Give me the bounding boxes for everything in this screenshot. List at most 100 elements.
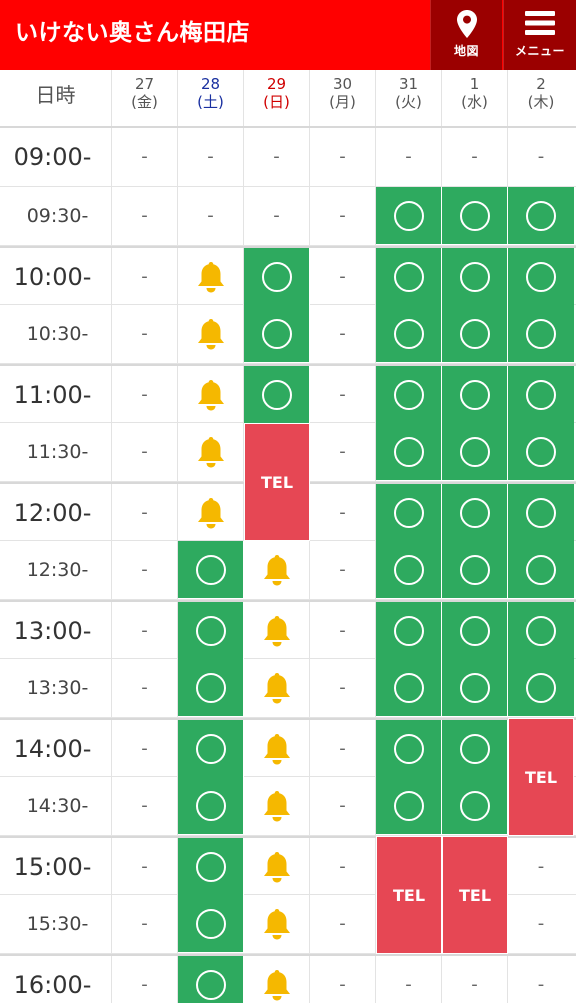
slot-available[interactable] bbox=[442, 659, 508, 717]
circle-icon bbox=[526, 497, 556, 528]
slot-available[interactable] bbox=[244, 248, 310, 306]
slot-waitlist[interactable] bbox=[244, 895, 310, 953]
circle-icon bbox=[459, 733, 490, 764]
slot-waitlist[interactable] bbox=[244, 720, 310, 778]
bell-icon bbox=[263, 673, 290, 704]
slot-available[interactable] bbox=[376, 305, 442, 363]
dash-text: - bbox=[537, 974, 545, 995]
slot-waitlist[interactable] bbox=[178, 248, 244, 306]
circle-icon bbox=[393, 497, 424, 528]
circle-icon bbox=[526, 672, 556, 703]
slot-waitlist[interactable] bbox=[244, 541, 310, 599]
slot-available[interactable] bbox=[508, 541, 574, 599]
slot-tel-booking[interactable]: TEL bbox=[244, 423, 310, 541]
circle-icon bbox=[459, 436, 490, 467]
datetime-corner-label: 日時 bbox=[0, 70, 112, 126]
slot-waitlist[interactable] bbox=[178, 423, 244, 481]
slot-available[interactable] bbox=[442, 366, 508, 424]
slot-available[interactable] bbox=[376, 541, 442, 599]
slot-unavailable: - bbox=[310, 305, 376, 363]
slot-waitlist[interactable] bbox=[244, 956, 310, 1003]
slot-available[interactable] bbox=[376, 602, 442, 660]
map-button[interactable]: 地図 bbox=[430, 0, 502, 70]
slot-waitlist[interactable] bbox=[178, 305, 244, 363]
slot-available[interactable] bbox=[376, 484, 442, 542]
slot-available[interactable] bbox=[508, 248, 574, 306]
bell-icon bbox=[263, 852, 290, 883]
slot-waitlist[interactable] bbox=[244, 659, 310, 717]
slot-available[interactable] bbox=[442, 423, 508, 481]
slot-tel-booking[interactable]: TEL bbox=[376, 836, 442, 954]
time-slot-row: 09:00- - - - - - - - bbox=[0, 128, 576, 187]
time-label: 10:00- bbox=[0, 248, 112, 306]
slot-available[interactable] bbox=[178, 956, 244, 1003]
slot-waitlist[interactable] bbox=[178, 366, 244, 424]
dash-text: - bbox=[207, 205, 214, 226]
tel-label: TEL bbox=[524, 767, 558, 787]
slot-available[interactable] bbox=[442, 484, 508, 542]
slot-available[interactable] bbox=[376, 659, 442, 717]
slot-available[interactable] bbox=[508, 366, 574, 424]
dash-text: - bbox=[339, 441, 346, 462]
dash-text: - bbox=[537, 146, 545, 167]
slot-available[interactable] bbox=[244, 305, 310, 363]
slot-available[interactable] bbox=[442, 541, 508, 599]
map-button-label: 地図 bbox=[453, 44, 479, 58]
menu-button[interactable]: メニュー bbox=[503, 0, 576, 70]
slot-available[interactable] bbox=[442, 248, 508, 306]
dash-text: - bbox=[207, 146, 214, 167]
slot-unavailable: - bbox=[310, 423, 376, 481]
slot-available[interactable] bbox=[508, 187, 574, 245]
slot-available[interactable] bbox=[442, 187, 508, 245]
slot-available[interactable] bbox=[376, 777, 442, 835]
slot-available[interactable] bbox=[508, 305, 574, 363]
slot-unavailable: - bbox=[112, 838, 178, 896]
tel-label: TEL bbox=[458, 885, 492, 905]
time-label: 14:00- bbox=[0, 720, 112, 778]
slot-available[interactable] bbox=[178, 659, 244, 717]
slot-available[interactable] bbox=[376, 366, 442, 424]
circle-icon bbox=[195, 672, 226, 703]
slot-available[interactable] bbox=[178, 838, 244, 896]
circle-icon bbox=[393, 436, 424, 467]
circle-icon bbox=[195, 908, 226, 939]
time-slot-row: 10:30- - - bbox=[0, 305, 576, 364]
slot-tel-booking[interactable]: TEL bbox=[508, 718, 574, 836]
slot-available[interactable] bbox=[178, 541, 244, 599]
slot-available[interactable] bbox=[376, 423, 442, 481]
slot-available[interactable] bbox=[508, 484, 574, 542]
slot-available[interactable] bbox=[508, 602, 574, 660]
day-header: 29 (日) bbox=[244, 70, 310, 126]
slot-available[interactable] bbox=[442, 305, 508, 363]
slot-waitlist[interactable] bbox=[244, 838, 310, 896]
dash-text: - bbox=[471, 146, 478, 167]
slot-available[interactable] bbox=[178, 777, 244, 835]
slot-available[interactable] bbox=[442, 777, 508, 835]
slot-available[interactable] bbox=[508, 423, 574, 481]
slot-waitlist[interactable] bbox=[244, 602, 310, 660]
time-label: 13:00- bbox=[0, 602, 112, 660]
slot-available[interactable] bbox=[376, 248, 442, 306]
slot-available[interactable] bbox=[376, 187, 442, 245]
slot-waitlist[interactable] bbox=[178, 484, 244, 542]
dash-text: - bbox=[339, 384, 346, 405]
circle-icon bbox=[195, 851, 226, 882]
slot-available[interactable] bbox=[376, 720, 442, 778]
slot-waitlist[interactable] bbox=[244, 777, 310, 835]
slot-available[interactable] bbox=[442, 602, 508, 660]
slot-unavailable: - bbox=[112, 602, 178, 660]
slot-available[interactable] bbox=[178, 720, 244, 778]
slot-tel-booking[interactable]: TEL bbox=[442, 836, 508, 954]
slot-available[interactable] bbox=[178, 602, 244, 660]
slot-available[interactable] bbox=[178, 895, 244, 953]
day-weekday: (火) bbox=[395, 93, 422, 111]
slot-unavailable: - bbox=[310, 602, 376, 660]
shop-name-title[interactable]: いけない奥さん梅田店 bbox=[15, 20, 250, 46]
bell-icon bbox=[263, 555, 290, 586]
day-date: 2 bbox=[536, 75, 546, 93]
slot-available[interactable] bbox=[508, 659, 574, 717]
day-weekday: (金) bbox=[131, 93, 158, 111]
slot-available[interactable] bbox=[442, 720, 508, 778]
slot-available[interactable] bbox=[244, 366, 310, 424]
day-weekday: (水) bbox=[461, 93, 488, 111]
